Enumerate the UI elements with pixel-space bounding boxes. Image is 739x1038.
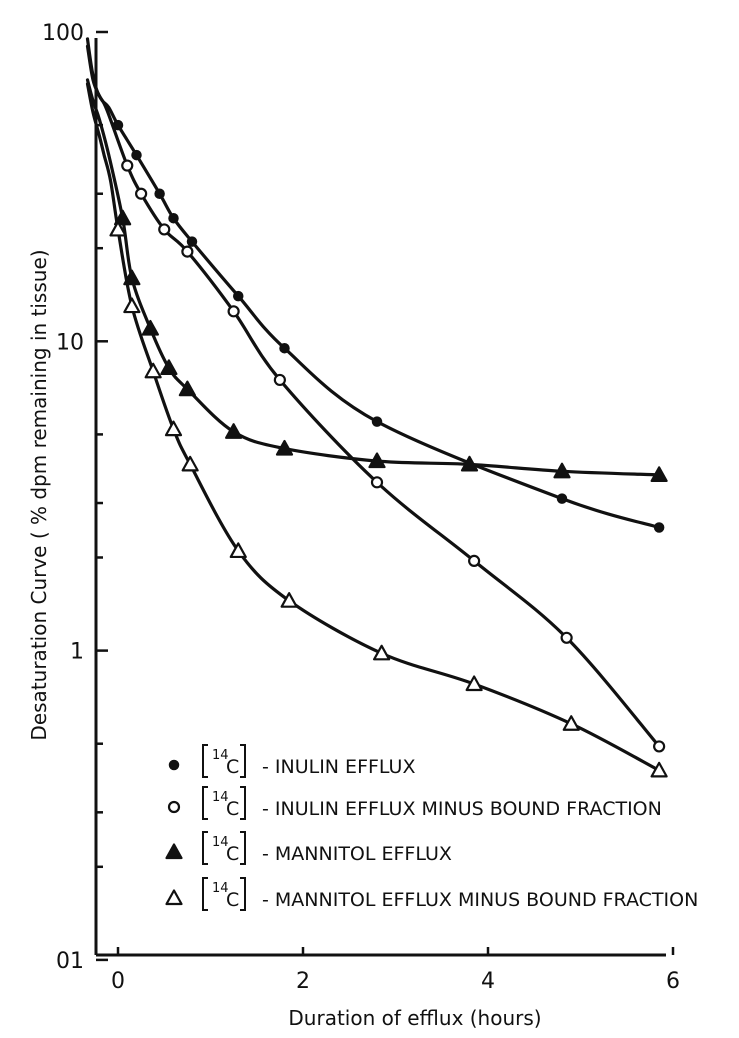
- legend-isotope-mass: 14: [212, 881, 229, 896]
- data-point: [121, 159, 134, 172]
- data-point: [123, 297, 141, 314]
- data-point: [460, 455, 479, 472]
- data-point: [229, 542, 247, 559]
- data-point: [653, 522, 665, 533]
- legend-marker: [167, 800, 181, 814]
- legend-label: - MANNITOL EFFLUX MINUS BOUND FRACTION: [262, 889, 698, 911]
- series-line-1: [85, 37, 661, 530]
- markers: [109, 119, 668, 778]
- legend-label: - INULIN EFFLUX MINUS BOUND FRACTION: [262, 798, 662, 820]
- legend-bracket-right: [240, 831, 246, 865]
- x-tick-label: 0: [111, 969, 125, 994]
- y-tick-label: 10: [56, 330, 84, 355]
- data-point: [141, 319, 159, 336]
- legend-label: - INULIN EFFLUX: [262, 756, 415, 778]
- series-line-3: [85, 78, 661, 477]
- data-point: [181, 455, 199, 472]
- data-point: [556, 493, 568, 504]
- data-point: [144, 362, 162, 379]
- legend-isotope-element: C: [226, 756, 239, 778]
- data-point: [109, 220, 127, 237]
- data-point: [653, 740, 666, 753]
- x-tick-label: 4: [481, 969, 495, 994]
- legend-label: - MANNITOL EFFLUX: [262, 843, 452, 865]
- legend-bracket-left: [202, 877, 208, 911]
- data-point: [560, 631, 573, 644]
- x-axis-title: Duration of efflux (hours): [288, 1006, 541, 1030]
- data-point: [160, 359, 178, 376]
- data-point: [186, 236, 198, 247]
- data-point: [112, 119, 124, 131]
- legend-marker: [165, 889, 183, 906]
- data-point: [650, 466, 668, 482]
- legend-bracket-left: [202, 831, 208, 865]
- data-point: [280, 592, 298, 608]
- curves: [85, 37, 661, 772]
- data-point: [368, 452, 386, 469]
- data-point: [562, 715, 580, 731]
- y-tick-label: 01: [56, 949, 84, 974]
- data-point: [370, 476, 384, 489]
- data-point: [279, 342, 290, 354]
- legend-isotope-mass: 14: [212, 748, 229, 763]
- legend-isotope-element: C: [226, 798, 239, 820]
- data-point: [273, 373, 286, 387]
- data-point: [164, 420, 183, 437]
- data-point: [131, 149, 142, 161]
- data-point: [123, 269, 141, 286]
- data-point: [373, 644, 391, 661]
- legend-bracket-left: [202, 786, 208, 820]
- y-axis-title: Desaturation Curve ( % dpm remaining in …: [27, 249, 51, 740]
- data-point: [225, 423, 243, 439]
- data-point: [275, 439, 294, 456]
- data-point: [158, 223, 171, 236]
- x-tick-label: 2: [296, 969, 310, 994]
- legend-isotope-mass: 14: [212, 835, 229, 850]
- y-tick-label: 1: [70, 640, 84, 665]
- legend-bracket-left: [202, 744, 208, 778]
- legend-bracket-right: [240, 877, 246, 911]
- data-point: [465, 675, 483, 692]
- data-point: [468, 554, 481, 567]
- legend-marker: [165, 843, 183, 860]
- axes: [94, 38, 666, 957]
- legend-bracket-right: [240, 744, 246, 778]
- data-point: [371, 416, 383, 427]
- series-line-2: [85, 44, 661, 748]
- legend-bracket-right: [240, 786, 246, 820]
- data-point: [135, 187, 148, 200]
- data-point: [168, 212, 179, 224]
- y-ticks: 01 1 10 100: [42, 21, 108, 974]
- legend-isotope-element: C: [226, 843, 239, 865]
- x-tick-label: 6: [666, 969, 680, 994]
- x-ticks: 0 2 4 6: [111, 947, 680, 994]
- data-point: [650, 761, 668, 778]
- legend-isotope-mass: 14: [212, 790, 229, 805]
- legend-isotope-element: C: [226, 889, 239, 911]
- data-point: [553, 462, 571, 479]
- legend-marker: [168, 759, 180, 771]
- y-tick-label: 100: [42, 21, 84, 46]
- data-point: [181, 245, 194, 258]
- data-point: [114, 209, 132, 226]
- data-point: [227, 305, 240, 318]
- data-point: [154, 188, 165, 199]
- data-point: [233, 290, 244, 302]
- data-point: [178, 380, 196, 397]
